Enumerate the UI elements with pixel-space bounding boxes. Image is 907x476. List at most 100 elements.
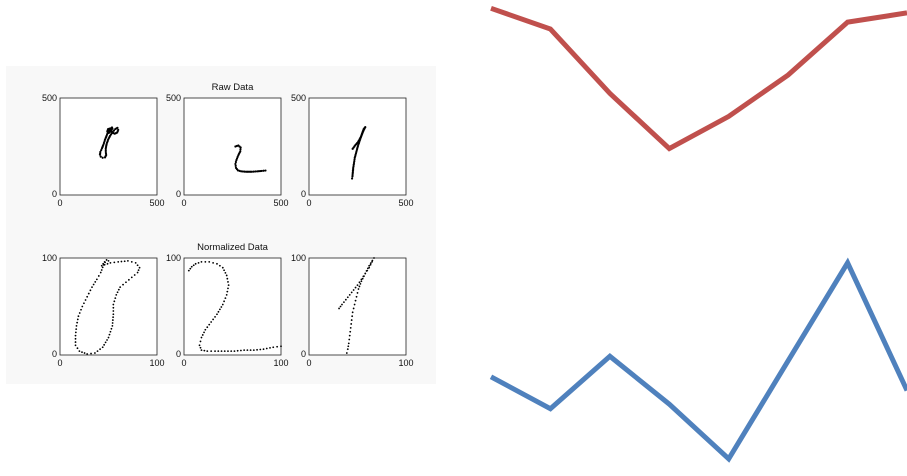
data-point [349, 326, 352, 329]
data-point [262, 348, 265, 351]
data-point [112, 303, 115, 306]
data-point [112, 129, 116, 132]
data-point [110, 327, 113, 330]
data-point [112, 306, 115, 309]
data-point [240, 170, 243, 173]
data-point [111, 325, 114, 327]
data-point [76, 321, 79, 324]
data-point [106, 339, 108, 341]
data-point [225, 293, 228, 296]
data-point [223, 269, 225, 272]
data-point [87, 292, 90, 295]
data-point [217, 350, 220, 353]
data-point [345, 352, 348, 354]
data-point [206, 350, 209, 353]
data-point [280, 345, 282, 348]
data-point [98, 153, 102, 156]
data-point [76, 318, 79, 321]
y-tick-label: 500 [291, 93, 306, 103]
data-point [115, 293, 118, 296]
data-point [353, 160, 356, 163]
data-point [240, 349, 242, 352]
data-point [230, 350, 233, 353]
x-tick-label: 0 [181, 198, 186, 208]
data-point [351, 315, 354, 318]
data-point [75, 325, 78, 327]
data-point [216, 313, 218, 316]
data-point [138, 266, 141, 269]
data-point [103, 263, 106, 266]
data-point [100, 264, 103, 267]
data-point [227, 284, 230, 287]
data-point [216, 262, 218, 265]
data-point [356, 292, 359, 294]
data-point [238, 169, 241, 172]
data-point [348, 338, 351, 341]
x-tick-label: 100 [273, 358, 288, 368]
data-point [208, 323, 211, 326]
data-point [350, 291, 353, 294]
data-point [256, 348, 258, 351]
data-point [204, 328, 207, 331]
data-point [100, 147, 104, 150]
data-point [119, 286, 122, 288]
data-point [137, 269, 140, 272]
data-point [227, 281, 229, 283]
data-point [359, 282, 362, 285]
data-point [366, 267, 369, 270]
data-point [197, 261, 200, 264]
data-point [368, 264, 371, 267]
y-tick-label: 0 [52, 349, 57, 359]
data-point [99, 155, 102, 158]
axes-frame [308, 257, 407, 356]
data-point [111, 319, 114, 321]
x-tick-label: 500 [273, 198, 288, 208]
data-point [210, 321, 213, 323]
data-point [96, 350, 99, 353]
blue-series-line [489, 257, 907, 463]
data-point [75, 328, 78, 331]
y-tick-label: 0 [176, 349, 181, 359]
y-tick-label: 100 [42, 253, 57, 263]
data-point [220, 350, 223, 353]
data-point [114, 297, 117, 299]
data-point [212, 261, 215, 264]
data-point [265, 347, 268, 350]
data-point [127, 260, 129, 262]
data-point [369, 262, 372, 265]
data-point [223, 300, 225, 303]
data-point [90, 352, 92, 355]
data-point [91, 286, 93, 288]
data-point [112, 313, 115, 316]
normalized-data-title: Normalized Data [197, 242, 268, 253]
data-point [199, 346, 202, 349]
data-point [95, 278, 98, 281]
data-point [269, 346, 271, 349]
data-point [210, 350, 213, 353]
data-point [353, 156, 356, 159]
data-point [101, 156, 104, 159]
data-point [262, 169, 265, 172]
figure-panel: Raw Data 500 0 0 500 500 0 0 500 500 0 0 500 Normaliz… [6, 66, 436, 384]
data-point [236, 169, 240, 172]
x-tick-label: 500 [149, 198, 164, 208]
data-point [353, 303, 356, 306]
data-point [200, 336, 203, 339]
data-point [346, 296, 349, 299]
data-point [250, 170, 253, 173]
data-point [220, 306, 223, 308]
data-point [123, 260, 126, 263]
x-tick-label: 0 [181, 358, 186, 368]
x-tick-label: 100 [398, 358, 413, 368]
data-point [254, 170, 257, 173]
data-point [234, 160, 237, 164]
data-point [214, 350, 216, 353]
data-point [116, 291, 119, 294]
data-point [339, 305, 342, 308]
data-point [225, 274, 228, 277]
data-point [100, 269, 103, 271]
data-point [99, 271, 102, 274]
data-point [136, 271, 139, 274]
data-point [206, 326, 209, 329]
data-point [83, 302, 85, 305]
